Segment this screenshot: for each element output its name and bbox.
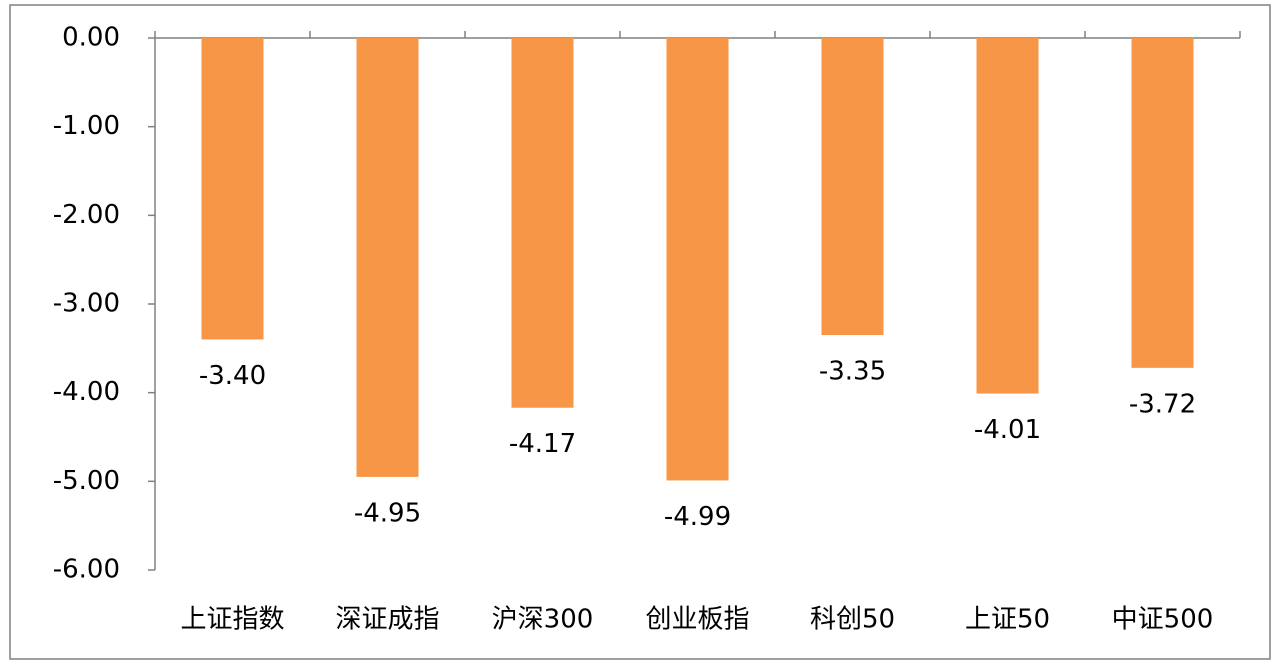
bar — [356, 38, 419, 477]
y-tick-label: -4.00 — [53, 377, 120, 407]
value-label: -4.17 — [509, 429, 576, 459]
bar — [1131, 38, 1194, 368]
y-tick-label: 0.00 — [62, 23, 120, 53]
x-tick-label: 科创50 — [810, 605, 895, 635]
x-tick-label: 上证指数 — [180, 605, 284, 635]
y-tick-label: -5.00 — [53, 466, 120, 496]
y-tick-label: -2.00 — [53, 200, 120, 230]
y-tick-label: -6.00 — [53, 555, 120, 585]
value-label: -3.40 — [199, 361, 266, 391]
y-tick-label: -3.00 — [53, 289, 120, 319]
y-tick-label: -1.00 — [53, 111, 120, 141]
x-tick-label: 上证50 — [965, 605, 1050, 635]
x-tick-label: 深证成指 — [335, 605, 439, 635]
value-label: -3.72 — [1129, 389, 1196, 419]
bar — [201, 38, 264, 340]
value-label: -4.95 — [354, 498, 421, 528]
bar — [666, 38, 729, 481]
value-label: -3.35 — [819, 357, 886, 387]
value-label: -4.01 — [974, 415, 1041, 445]
value-label: -4.99 — [664, 502, 731, 532]
x-tick-label: 中证500 — [1112, 605, 1214, 635]
bar — [976, 38, 1039, 394]
x-tick-label: 创业板指 — [645, 605, 749, 635]
bar — [511, 38, 574, 408]
chart-frame — [9, 4, 1271, 660]
x-tick-label: 沪深300 — [492, 605, 594, 635]
bar — [821, 38, 884, 336]
